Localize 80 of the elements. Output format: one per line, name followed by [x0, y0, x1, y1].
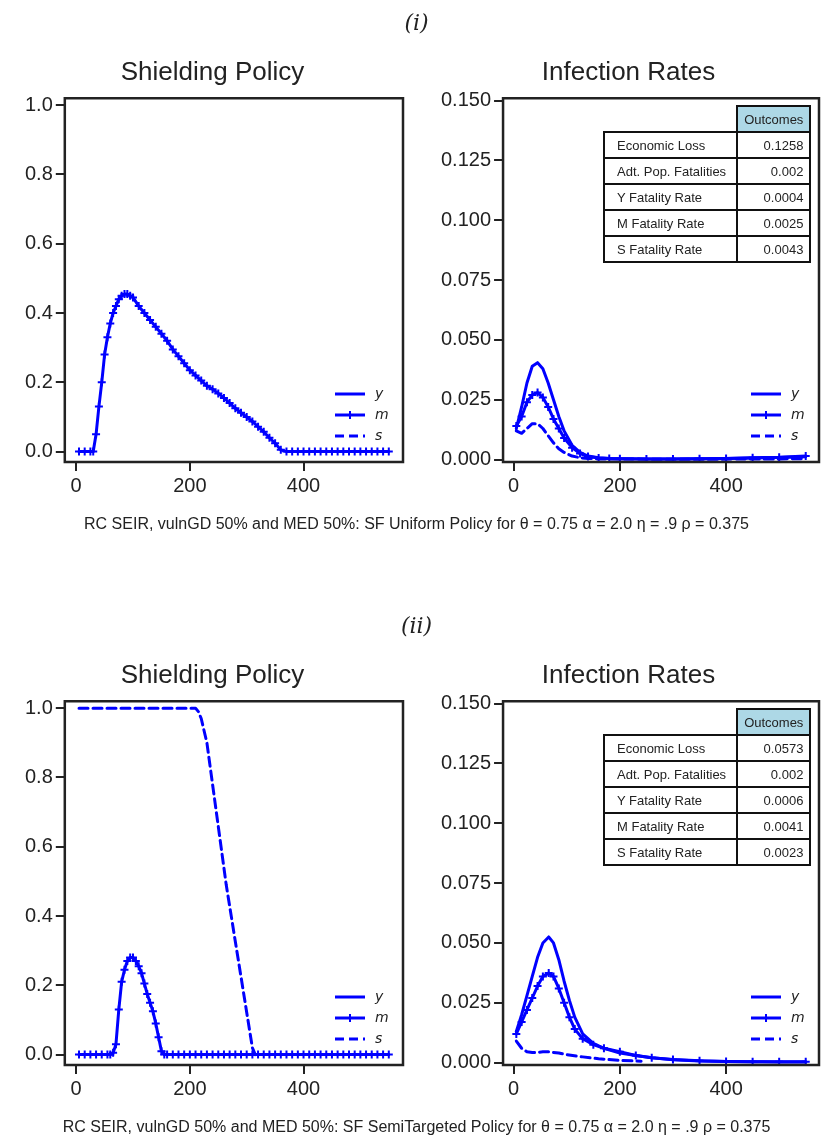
legend-label: s	[791, 426, 799, 443]
x-tick-label: 400	[709, 1076, 743, 1099]
x-tick-label: 200	[603, 1076, 637, 1099]
y-tick-label: 0.6	[24, 231, 53, 254]
annotation: 0.0004	[737, 184, 811, 211]
annotation: 0.0573	[737, 735, 811, 762]
y-tick-label: 0.150	[440, 88, 492, 111]
legend-label: m	[791, 405, 805, 422]
y-tick-label: 0.2	[24, 369, 53, 392]
legend-label: m	[791, 1008, 805, 1025]
y-tick-label: 0.4	[24, 300, 53, 323]
legend-label: y	[374, 384, 384, 401]
y-tick-label: 0.000	[440, 447, 492, 470]
legend-label: m	[375, 405, 389, 422]
x-tick-label: 400	[286, 473, 321, 496]
legend-label: s	[375, 1029, 383, 1046]
annotation: 0.002	[737, 158, 811, 185]
annotation: 0.1258	[737, 132, 811, 159]
x-tick-label: 200	[173, 473, 207, 496]
text: (ii)	[399, 613, 434, 638]
legend-label: s	[375, 426, 383, 443]
annotation: Y Fatality Rate	[604, 184, 738, 211]
annotation: 0.0025	[737, 210, 811, 237]
legend-label: y	[790, 987, 800, 1004]
y-tick-label: 0.075	[440, 267, 492, 290]
y-tick-label: 0.8	[24, 764, 53, 787]
chart-title: Shielding Policy	[120, 55, 305, 86]
y-tick-label: 0.4	[24, 903, 53, 926]
x-tick-label: 0	[508, 1076, 520, 1099]
text: (i)	[403, 10, 430, 35]
annotation: Economic Loss	[604, 132, 738, 159]
y-tick-label: 0.075	[440, 870, 492, 893]
annotation: Outcomes	[737, 709, 811, 736]
x-tick-label: 0	[70, 1076, 82, 1099]
annotation: Economic Loss	[604, 735, 738, 762]
legend-label: s	[791, 1029, 799, 1046]
x-tick-label: 0	[70, 473, 82, 496]
y-tick-label: 1.0	[24, 92, 53, 115]
y-tick-label: 0.150	[440, 691, 492, 714]
legend-label: y	[374, 987, 384, 1004]
x-tick-label: 0	[508, 473, 520, 496]
annotation: Adt. Pop. Fatalities	[604, 158, 738, 185]
y-tick-label: 0.8	[24, 161, 53, 184]
y-tick-label: 0.050	[440, 930, 492, 953]
y-tick-label: 0.000	[440, 1050, 492, 1073]
annotation: 0.002	[737, 761, 811, 788]
y-tick-label: 0.0	[24, 439, 53, 462]
annotation: Y Fatality Rate	[604, 787, 738, 814]
y-tick-label: 0.0	[24, 1042, 53, 1065]
annotation: S Fatality Rate	[604, 236, 738, 263]
y-tick-label: 0.025	[440, 387, 492, 410]
y-tick-label: 0.2	[24, 972, 53, 995]
chart-title: Infection Rates	[541, 658, 716, 689]
text: RC SEIR, vulnGD 50% and MED 50%: SF SemiTargeted Policy for θ = 0.75 α = 2.0 η = .9 ρ = 0.375	[61, 1118, 772, 1136]
y-tick-label: 0.125	[440, 750, 492, 773]
annotation: S Fatality Rate	[604, 839, 738, 866]
y-tick-label: 1.0	[24, 695, 53, 718]
y-tick-label: 0.100	[440, 207, 492, 230]
y-tick-label: 0.125	[440, 147, 492, 170]
chart-title: Infection Rates	[541, 55, 716, 86]
x-tick-label: 400	[286, 1076, 321, 1099]
annotation: 0.0006	[737, 787, 811, 814]
x-tick-label: 400	[709, 473, 743, 496]
annotation: Adt. Pop. Fatalities	[604, 761, 738, 788]
annotation: M Fatality Rate	[604, 210, 738, 237]
legend-label: y	[790, 384, 800, 401]
x-tick-label: 200	[603, 473, 637, 496]
annotation: 0.0023	[737, 839, 811, 866]
x-tick-label: 200	[173, 1076, 207, 1099]
chart-title: Shielding Policy	[120, 658, 305, 689]
text: RC SEIR, vulnGD 50% and MED 50%: SF Uniform Policy for θ = 0.75 α = 2.0 η = .9 ρ = 0.375	[83, 515, 750, 533]
y-tick-label: 0.6	[24, 834, 53, 857]
y-tick-label: 0.050	[440, 327, 492, 350]
annotation: 0.0041	[737, 813, 811, 840]
y-tick-label: 0.025	[440, 990, 492, 1013]
annotation: Outcomes	[737, 106, 811, 133]
annotation: M Fatality Rate	[604, 813, 738, 840]
annotation: 0.0043	[737, 236, 811, 263]
legend-label: m	[375, 1008, 389, 1025]
y-tick-label: 0.100	[440, 810, 492, 833]
